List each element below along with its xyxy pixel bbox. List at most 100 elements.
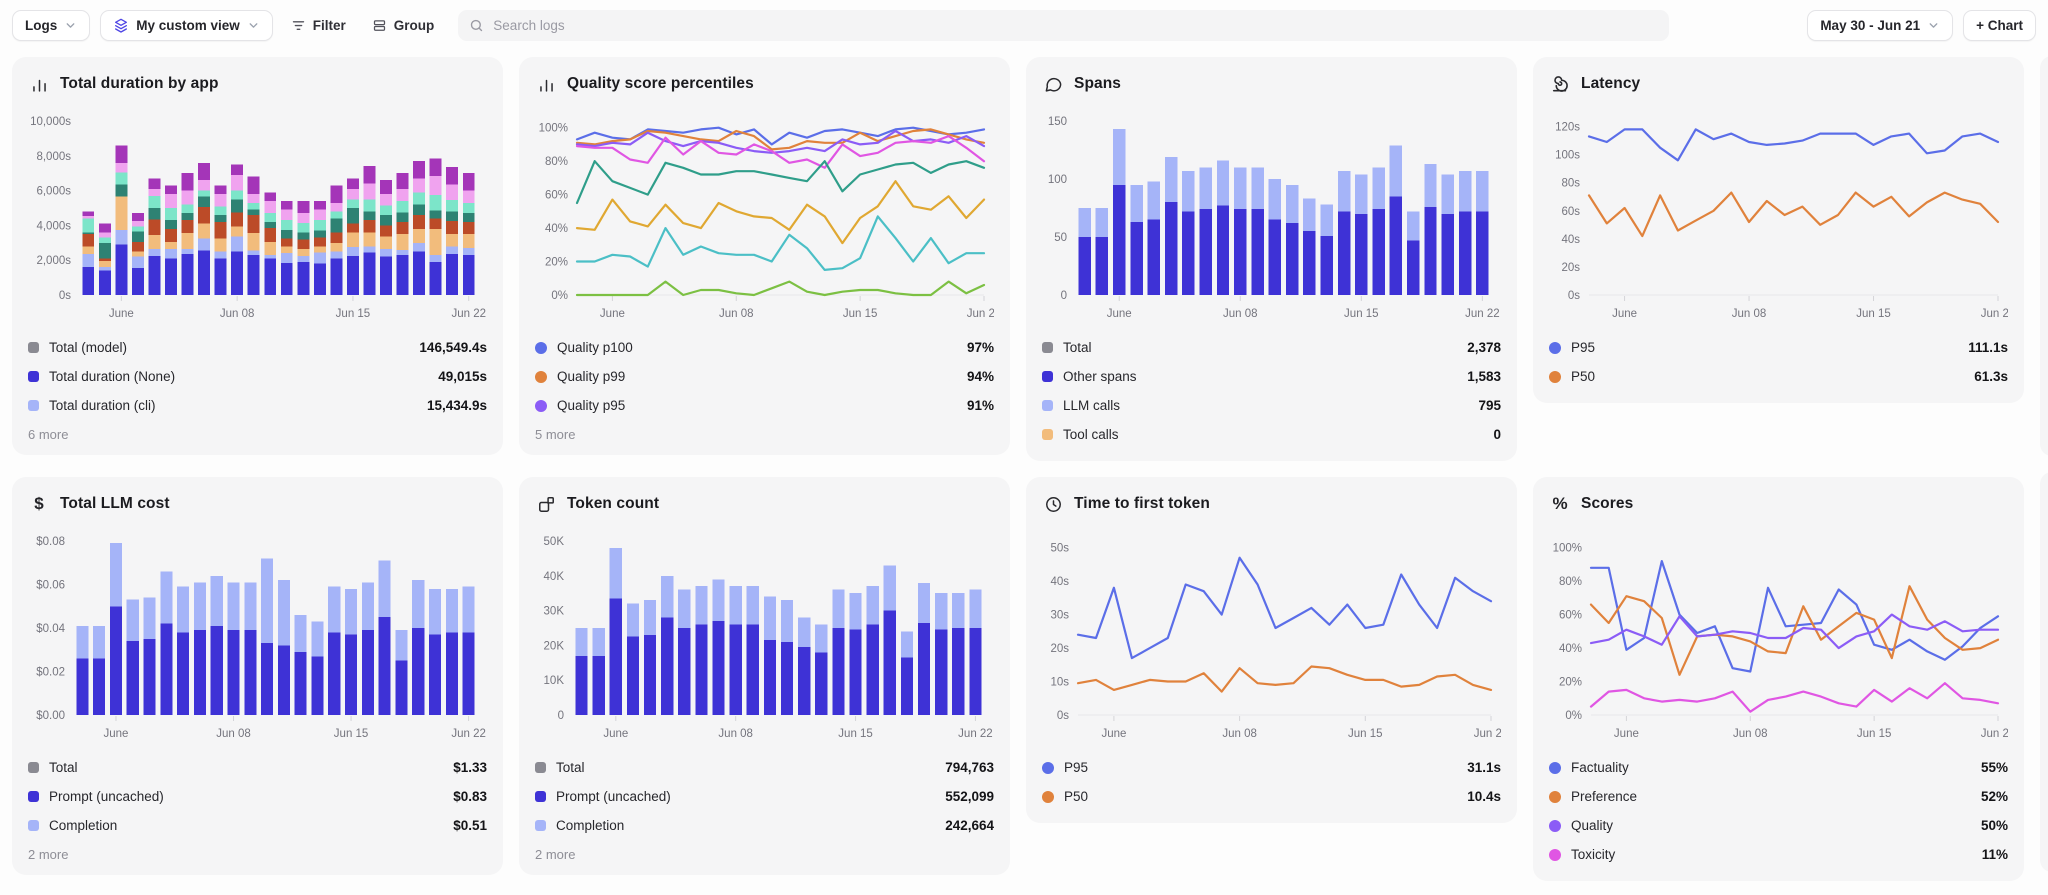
search-input[interactable]: Search logs <box>458 10 1670 41</box>
svg-text:$0.06: $0.06 <box>36 580 65 592</box>
filter-label: Filter <box>312 18 346 33</box>
svg-text:0: 0 <box>1061 290 1067 302</box>
legend-swatch-icon <box>28 762 39 773</box>
legend-item[interactable]: P50 10.4s <box>1042 782 1501 811</box>
legend-item[interactable]: P95 111.1s <box>1549 333 2008 362</box>
legend-dot-icon <box>1549 819 1561 832</box>
svg-text:120s: 120s <box>1555 122 1580 134</box>
blocks-icon <box>535 493 557 515</box>
legend-item[interactable]: Total 2,378 <box>1042 333 1501 362</box>
legend-value: 794,763 <box>945 760 994 775</box>
legend-item[interactable]: Quality 50% <box>1549 811 2008 840</box>
logs-selector[interactable]: Logs <box>12 10 91 41</box>
svg-text:50K: 50K <box>544 536 565 548</box>
svg-text:0s: 0s <box>59 290 71 302</box>
legend-item[interactable]: Completion $0.51 <box>28 811 487 840</box>
legend-label: Total <box>1063 340 1092 355</box>
svg-text:Jun 22: Jun 22 <box>1981 308 2008 320</box>
legend-item[interactable]: Prompt (uncached) 552,099 <box>535 782 994 811</box>
legend-label: Quality p100 <box>557 340 633 355</box>
legend-more: 5 more <box>535 427 576 442</box>
svg-text:0%: 0% <box>551 290 568 302</box>
svg-text:Jun 08: Jun 08 <box>718 728 753 740</box>
svg-text:Jun 22: Jun 22 <box>451 308 486 320</box>
svg-text:80s: 80s <box>1561 178 1580 190</box>
svg-text:Jun 22: Jun 22 <box>1474 728 1501 740</box>
add-chart-button[interactable]: + Chart <box>1963 10 2036 41</box>
card-header: % Scores <box>1549 491 2008 517</box>
legend-item[interactable]: Total 794,763 <box>535 753 994 782</box>
card-title: Total duration by app <box>60 75 219 92</box>
svg-text:June: June <box>109 308 134 320</box>
card-title: Quality score percentiles <box>567 75 754 92</box>
svg-text:Jun 15: Jun 15 <box>1856 308 1891 320</box>
view-selector[interactable]: My custom view <box>100 10 273 41</box>
legend-swatch-icon <box>28 342 39 353</box>
svg-text:10K: 10K <box>544 675 565 687</box>
legend-item[interactable]: Total (model) 146,549.4s <box>28 333 487 362</box>
legend-dot-icon <box>535 341 547 354</box>
toolbar: Logs My custom view Filter Group Search … <box>0 0 2048 49</box>
date-range-button[interactable]: May 30 - Jun 21 <box>1807 10 1954 41</box>
legend-item[interactable]: P50 61.3s <box>1549 362 2008 391</box>
legend-item[interactable]: Quality p99 94% <box>535 362 994 391</box>
layers-icon <box>113 18 129 34</box>
legend-swatch-icon <box>28 400 39 411</box>
legend-item[interactable]: Prompt (uncached) $0.83 <box>28 782 487 811</box>
card-legend: P95 31.1s P50 10.4s <box>1042 753 1501 811</box>
svg-text:20%: 20% <box>1559 677 1582 689</box>
legend-label: Total <box>49 760 78 775</box>
legend-item[interactable]: Completion 242,664 <box>535 811 994 840</box>
legend-item[interactable]: Quality p95 91% <box>535 391 994 420</box>
legend-item[interactable]: Toxicity 11% <box>1549 840 2008 869</box>
svg-text:0s: 0s <box>1057 710 1069 722</box>
legend-item[interactable]: Total duration (None) 49,015s <box>28 362 487 391</box>
chevron-down-icon <box>247 19 260 32</box>
legend-value: 11% <box>1981 847 2008 862</box>
legend-value: 2,378 <box>1467 340 1501 355</box>
svg-text:20s: 20s <box>1561 262 1580 274</box>
legend-item[interactable]: Factuality 55% <box>1549 753 2008 782</box>
legend-item[interactable]: Total duration (cli) 15,434.9s <box>28 391 487 420</box>
group-button[interactable]: Group <box>364 10 443 41</box>
svg-text:$0.08: $0.08 <box>36 536 65 548</box>
dollar-icon: $ <box>34 494 44 513</box>
svg-text:100%: 100% <box>539 123 568 135</box>
svg-text:40%: 40% <box>545 223 568 235</box>
legend-swatch-icon <box>535 791 546 802</box>
svg-text:Jun 22: Jun 22 <box>1465 308 1500 320</box>
svg-text:June: June <box>1612 308 1637 320</box>
legend-item[interactable]: LLM calls 795 <box>1042 391 1501 420</box>
svg-text:Jun 08: Jun 08 <box>1733 728 1768 740</box>
svg-text:June: June <box>603 728 628 740</box>
card-title: Token count <box>567 495 660 512</box>
legend-item[interactable]: Quality p100 97% <box>535 333 994 362</box>
card-latency: Latency 0s 20s 40s 60s 80s 100s 120s June Jun 08 J… <box>1533 57 2024 403</box>
svg-text:June: June <box>1107 308 1132 320</box>
legend-label: LLM calls <box>1063 398 1121 413</box>
legend-value: 31.1s <box>1467 760 1501 775</box>
legend-item[interactable]: Other spans 1,583 <box>1042 362 1501 391</box>
legend-label: Total (model) <box>49 340 128 355</box>
legend-label: Quality <box>1571 818 1614 833</box>
legend-value: 91% <box>966 398 994 413</box>
line-chart: 0% 20% 40% 60% 80% 100% June Jun 08 Jun 15 Jun 22 <box>539 123 994 320</box>
bar-chart: 0 50 100 150 June Jun 08 Jun 15 Jun 22 <box>1048 116 1500 320</box>
legend-item[interactable]: Tool calls 0 <box>1042 420 1501 449</box>
legend-more: 6 more <box>28 427 69 442</box>
card-total-llm-cost: $ Total LLM cost $0.00 $0.02 $0.04 $0.06 $0.08… <box>12 477 503 875</box>
legend-item[interactable]: P95 31.1s <box>1042 753 1501 782</box>
legend-value: 55% <box>1980 760 2008 775</box>
legend-value: 146,549.4s <box>419 340 487 355</box>
line-chart: 0s 20s 40s 60s 80s 100s 120s June Jun 08 Jun 15 Ju… <box>1555 122 2008 320</box>
filter-button[interactable]: Filter <box>283 10 354 41</box>
bar-chart: 0 10K 20K 30K 40K 50K June Jun 08 Jun 15 Jun 22 <box>544 536 993 740</box>
legend-item[interactable]: Total $1.33 <box>28 753 487 782</box>
legend-item[interactable]: Preference 52% <box>1549 782 2008 811</box>
card-time-to-first-token: Time to first token 0s 10s 20s 30s 40s 50s June… <box>1026 477 1517 823</box>
date-range-label: May 30 - Jun 21 <box>1820 18 1921 33</box>
legend-value: $1.33 <box>453 760 487 775</box>
svg-text:Jun 22: Jun 22 <box>958 728 993 740</box>
svg-text:2,000s: 2,000s <box>36 255 71 267</box>
legend-dot-icon <box>1042 790 1054 803</box>
